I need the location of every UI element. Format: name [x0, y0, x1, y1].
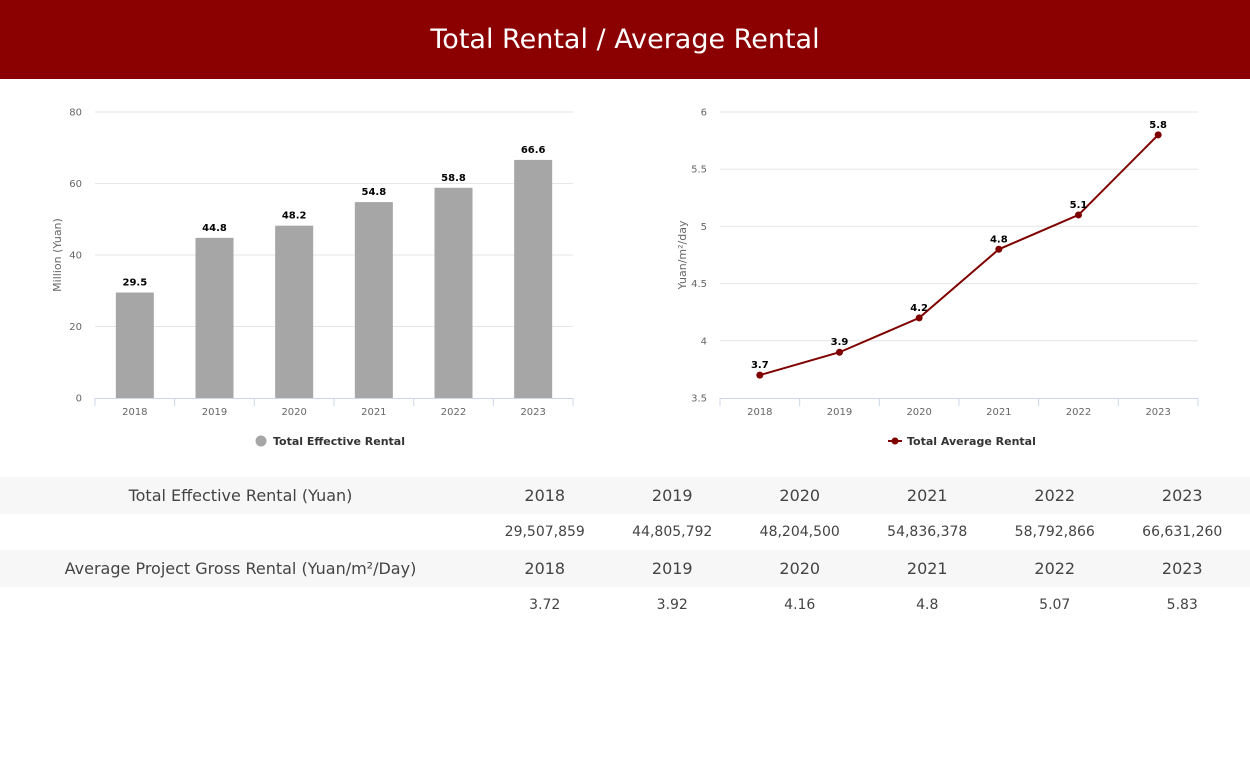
data-point — [995, 245, 1003, 253]
year-header: 2023 — [1161, 486, 1203, 505]
y-tick-label: 5 — [701, 222, 707, 233]
x-tick-label: 2023 — [1145, 407, 1170, 418]
y-tick-label: 4 — [701, 336, 707, 347]
x-tick-label: 2018 — [747, 407, 772, 418]
y-tick-label: 5.5 — [691, 165, 707, 176]
year-header: 2021 — [906, 559, 948, 578]
y-tick-label: 0 — [76, 394, 82, 405]
data-label: 66.6 — [521, 145, 546, 156]
table-cell: 66,631,260 — [1142, 524, 1223, 540]
table-cell: 3.92 — [656, 597, 688, 613]
y-axis-title: Yuan/m²/day — [676, 220, 689, 290]
series-line — [759, 134, 1159, 377]
data-point — [756, 371, 764, 379]
data-label: 3.7 — [751, 360, 769, 371]
x-tick-label: 2020 — [281, 407, 306, 418]
data-label: 54.8 — [361, 187, 386, 198]
table-header-row-average: Average Project Gross Rental (Yuan/m²/Da… — [0, 550, 1250, 587]
x-tick-label: 2021 — [986, 407, 1011, 418]
year-header: 2021 — [906, 486, 948, 505]
x-tick-label: 2018 — [122, 407, 147, 418]
data-point — [836, 348, 843, 356]
data-label: 5.8 — [1149, 120, 1167, 131]
table-cell: 48,204,500 — [759, 524, 840, 540]
table-cell: 54,836,378 — [887, 524, 968, 540]
data-point — [1154, 131, 1162, 139]
table-cell: 5.07 — [1039, 597, 1071, 613]
table-cell: 44,805,792 — [632, 524, 713, 540]
year-header: 2020 — [779, 486, 821, 505]
bar — [275, 225, 314, 398]
year-header: 2023 — [1161, 559, 1203, 578]
y-tick-label: 60 — [69, 179, 82, 190]
bar — [434, 187, 473, 398]
table-cell: 29,507,859 — [504, 524, 585, 540]
x-tick-label: 2019 — [202, 407, 227, 418]
year-header: 2019 — [651, 486, 693, 505]
data-label: 4.2 — [910, 303, 928, 314]
data-label: 5.1 — [1070, 200, 1088, 211]
y-tick-label: 40 — [69, 251, 82, 262]
bar-chart-total-effective-rental: 0 20 40 60 80 2018 2019 2020 2021 2022 2023 Million… — [51, 108, 574, 448]
table-cell: 3.72 — [529, 597, 561, 613]
x-tick-label: 2022 — [441, 407, 466, 418]
legend-marker — [891, 437, 899, 445]
x-tick-label: 2023 — [520, 407, 545, 418]
table-value-row-effective: 29,507,859 44,805,792 48,204,500 54,836,… — [0, 514, 1250, 550]
y-tick-label: 80 — [69, 108, 82, 119]
data-point — [915, 314, 923, 322]
x-tick-label: 2022 — [1066, 407, 1091, 418]
table-cell: 4.8 — [916, 597, 939, 613]
year-header: 2018 — [524, 486, 566, 505]
row-label: Total Effective Rental (Yuan) — [128, 486, 353, 505]
y-tick-label: 3.5 — [691, 394, 707, 405]
page-title: Total Rental / Average Rental — [430, 24, 820, 55]
legend: Total Average Rental — [888, 435, 1036, 448]
data-label: 3.9 — [831, 337, 849, 348]
x-tick-label: 2020 — [906, 407, 931, 418]
bar — [195, 237, 234, 398]
rental-table: Total Effective Rental (Yuan) 2018 2019 … — [0, 477, 1250, 623]
bar — [354, 202, 393, 398]
data-label: 29.5 — [122, 278, 147, 289]
year-header: 2020 — [779, 559, 821, 578]
row-label: Average Project Gross Rental (Yuan/m²/Da… — [64, 559, 417, 578]
table-header-row-effective: Total Effective Rental (Yuan) 2018 2019 … — [0, 477, 1250, 514]
line-chart-total-average-rental: 3.5 4 4.5 5 5.5 6 2018 2019 2020 2021 2022 2023 Yuan… — [676, 108, 1199, 448]
data-label: 4.8 — [990, 234, 1008, 245]
y-tick-label: 6 — [701, 108, 707, 119]
y-axis-title: Million (Yuan) — [51, 218, 64, 292]
table-cell: 58,792,866 — [1014, 524, 1095, 540]
year-header: 2022 — [1034, 486, 1076, 505]
data-label: 44.8 — [202, 223, 227, 234]
table-cell: 5.83 — [1166, 597, 1198, 613]
year-header: 2019 — [651, 559, 693, 578]
year-header: 2022 — [1034, 559, 1076, 578]
y-tick-label: 20 — [69, 322, 82, 333]
legend-marker — [255, 435, 267, 447]
legend-label: Total Average Rental — [907, 435, 1036, 448]
data-label: 48.2 — [282, 211, 307, 222]
x-tick-label: 2019 — [827, 407, 852, 418]
year-header: 2018 — [524, 559, 566, 578]
y-tick-label: 4.5 — [691, 279, 707, 290]
data-label: 58.8 — [441, 173, 466, 184]
legend: Total Effective Rental — [255, 435, 405, 448]
data-point — [1075, 211, 1082, 219]
table-value-row-average: 3.72 3.92 4.16 4.8 5.07 5.83 — [0, 587, 1250, 623]
legend-label: Total Effective Rental — [273, 435, 405, 448]
bar — [514, 159, 553, 398]
bar — [115, 292, 154, 398]
table-cell: 4.16 — [784, 597, 816, 613]
x-tick-label: 2021 — [361, 407, 386, 418]
title-banner: Total Rental / Average Rental — [0, 0, 1250, 79]
